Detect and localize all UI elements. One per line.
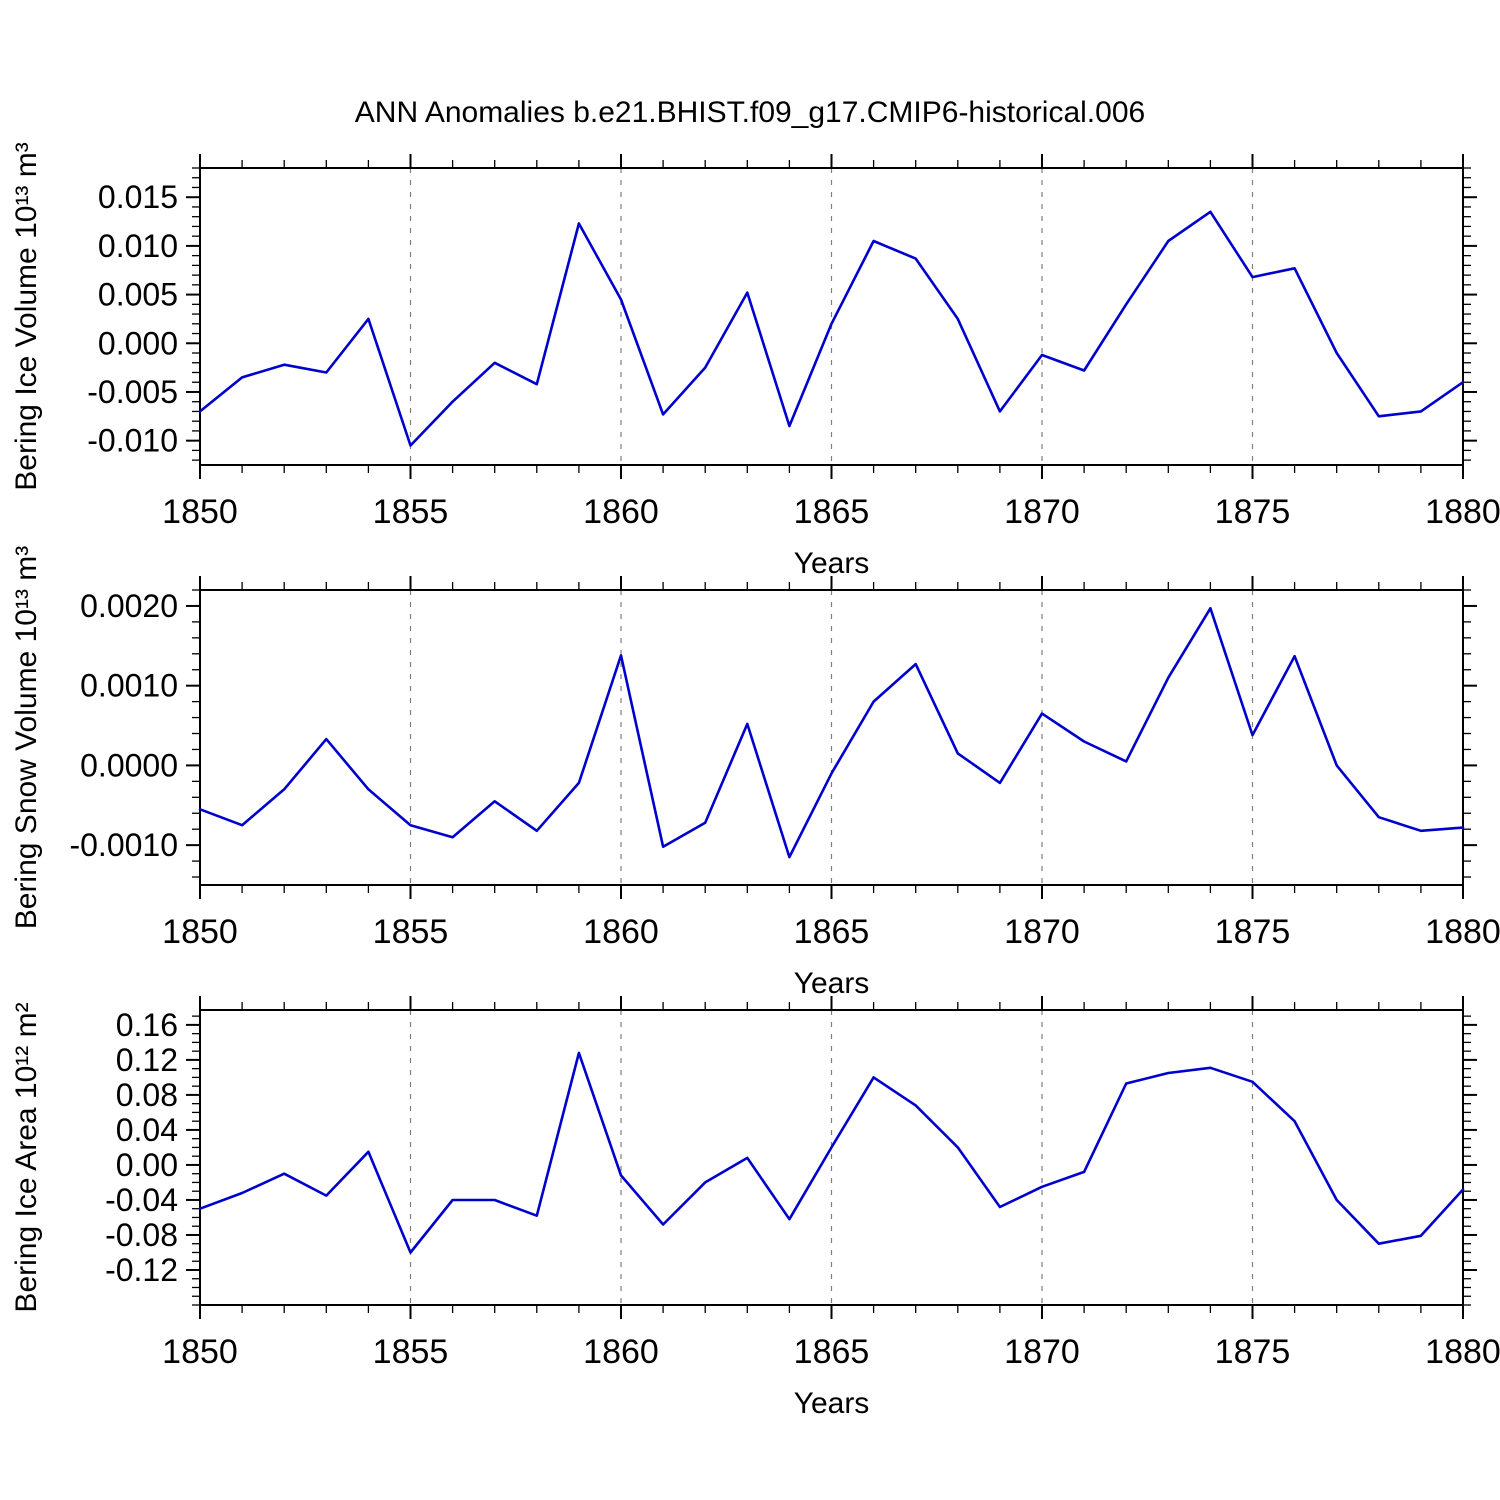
panel-ice-volume: 1850 1855 1860 1865 1870 1875 1880 -0.010 -0.005… <box>10 142 1500 580</box>
y-tick-label: 0.0000 <box>80 747 178 783</box>
y-tick-label: 0.12 <box>116 1042 178 1078</box>
x-tick-label: 1860 <box>583 1333 659 1371</box>
y-tick-label: -0.0010 <box>69 827 178 863</box>
y-tick-label: -0.005 <box>87 374 178 410</box>
x-tick-label: 1850 <box>162 493 238 531</box>
x-tick-label: 1880 <box>1425 913 1500 951</box>
x-tick-label: 1855 <box>373 493 449 531</box>
y-tick-label: 0.0020 <box>80 588 178 624</box>
y-tick-label: 0.005 <box>98 277 178 313</box>
panel-ice-area: 1850 1855 1860 1865 1870 1875 1880 -0.12-0.08-0… <box>10 996 1500 1420</box>
x-tick-label: 1875 <box>1215 1333 1291 1371</box>
plot-frame <box>199 1009 1464 1306</box>
x-tick-label: 1870 <box>1004 913 1080 951</box>
series-line-ice-area <box>198 1051 1465 1254</box>
y-tick-label: -0.010 <box>87 423 178 459</box>
x-tick-label: 1880 <box>1425 493 1500 531</box>
series-line-ice-volume <box>198 210 1465 447</box>
x-tick-label: 1850 <box>162 913 238 951</box>
y-tick-label: -0.04 <box>105 1182 178 1218</box>
panel-snow-volume: 1850 1855 1860 1865 1870 1875 1880 -0.0010 0.000… <box>10 546 1500 1000</box>
series-line-snow-volume <box>198 606 1465 859</box>
y-axis-label: Bering Ice Volume 10¹³ m³ <box>10 142 43 490</box>
x-tick-label: 1855 <box>373 1333 449 1371</box>
x-axis-label: Years <box>794 1387 870 1420</box>
y-tick-label: 0.08 <box>116 1077 178 1113</box>
x-axis-label: Years <box>794 547 870 580</box>
y-axis-label: Bering Snow Volume 10¹³ m³ <box>10 546 43 930</box>
x-tick-label: 1855 <box>373 913 449 951</box>
y-tick-label: 0.010 <box>98 228 178 264</box>
y-axis-label: Bering Ice Area 10¹² m² <box>10 1002 43 1312</box>
y-tick-label: 0.00 <box>116 1147 178 1183</box>
x-tick-label: 1865 <box>794 913 870 951</box>
y-tick-label: -0.08 <box>105 1217 178 1253</box>
x-tick-label: 1880 <box>1425 1333 1500 1371</box>
x-tick-label: 1850 <box>162 1333 238 1371</box>
x-tick-label: 1870 <box>1004 493 1080 531</box>
plot-frame <box>199 167 1464 466</box>
x-tick-label: 1865 <box>794 493 870 531</box>
x-tick-label: 1865 <box>794 1333 870 1371</box>
y-tick-label: 0.04 <box>116 1112 178 1148</box>
y-tick-label: 0.16 <box>116 1007 178 1043</box>
plot-frame <box>199 589 1464 886</box>
y-tick-label: 0.000 <box>98 325 178 361</box>
x-axis-label: Years <box>794 967 870 1000</box>
y-tick-label: 0.0010 <box>80 668 178 704</box>
x-tick-label: 1875 <box>1215 913 1291 951</box>
chart-title: ANN Anomalies b.e21.BHIST.f09_g17.CMIP6-… <box>354 96 1146 129</box>
x-tick-label: 1875 <box>1215 493 1291 531</box>
y-tick-label: -0.12 <box>105 1252 178 1288</box>
x-tick-label: 1860 <box>583 493 659 531</box>
y-tick-label: 0.015 <box>98 179 178 215</box>
x-tick-label: 1870 <box>1004 1333 1080 1371</box>
x-tick-label: 1860 <box>583 913 659 951</box>
